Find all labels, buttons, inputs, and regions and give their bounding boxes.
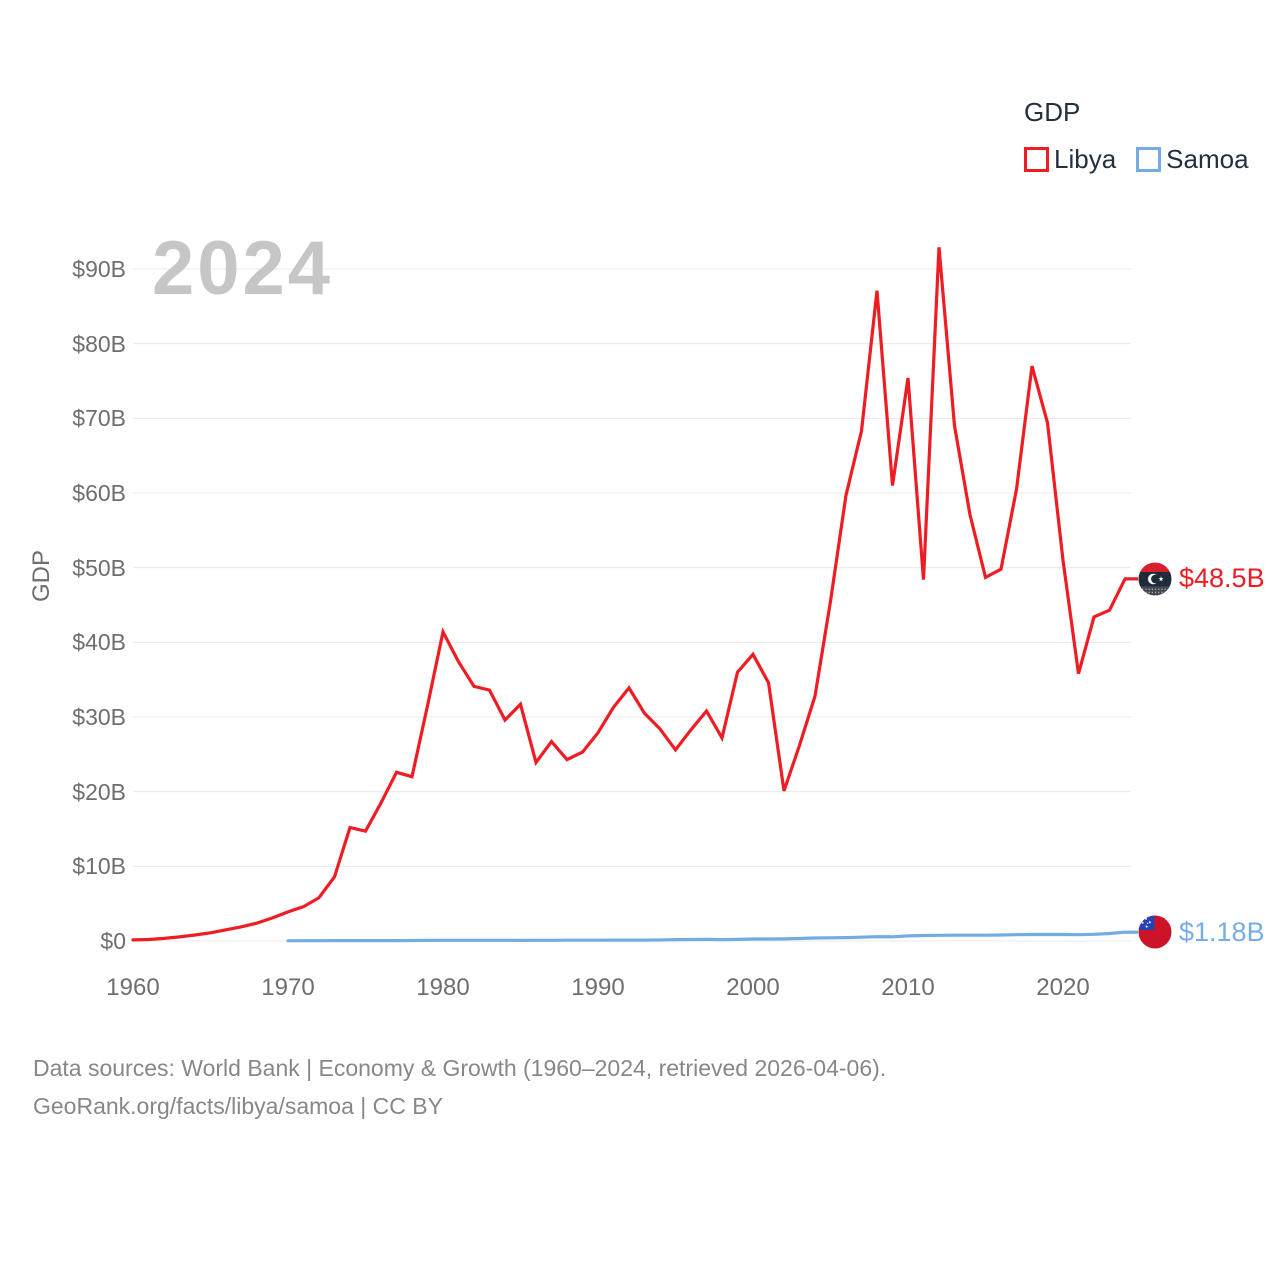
footer-attribution-line: GeoRank.org/facts/libya/samoa | CC BY <box>33 1093 443 1119</box>
y-tick-label: $30B <box>72 703 126 730</box>
x-tick-label: 1980 <box>416 974 470 1001</box>
x-tick-label: 2010 <box>881 974 935 1001</box>
legend-items: Libya Samoa <box>1024 144 1249 175</box>
legend-item-samoa[interactable]: Samoa <box>1136 144 1249 175</box>
year-watermark: 2024 <box>152 226 334 311</box>
libya-series-swatch-icon <box>1024 147 1049 172</box>
legend-item-libya[interactable]: Libya <box>1024 144 1116 175</box>
legend-item-label: Samoa <box>1166 144 1249 174</box>
y-tick-label: $70B <box>72 405 126 432</box>
footer: Data sources: World Bank | Economy & Gro… <box>33 1049 886 1125</box>
x-tick-label: 2000 <box>726 974 780 1001</box>
x-tick-label: 2020 <box>1036 974 1090 1001</box>
y-tick-label: $80B <box>72 330 126 357</box>
y-tick-label: $60B <box>72 479 126 506</box>
y-tick-label: $20B <box>72 778 126 805</box>
libya-end-value: $48.5B <box>1179 563 1265 594</box>
samoa-series-swatch-icon <box>1136 147 1162 172</box>
y-tick-label: $0 <box>100 928 126 954</box>
legend: GDP Libya Samoa <box>1024 97 1249 175</box>
x-tick-label: 1990 <box>571 974 625 1001</box>
y-tick-label: $10B <box>72 853 126 880</box>
footer-sources-line: Data sources: World Bank | Economy & Gro… <box>33 1055 887 1081</box>
libya-line <box>131 247 1127 942</box>
samoa-flag-icon <box>1138 915 1172 949</box>
x-tick-label: 1960 <box>106 974 160 1001</box>
samoa-line <box>286 930 1127 943</box>
samoa-end-value: $1.18B <box>1179 916 1265 947</box>
x-tick-label: 1970 <box>261 974 315 1001</box>
legend-title: GDP <box>1024 97 1081 127</box>
libya-end-label: $48.5B <box>1138 562 1265 596</box>
y-tick-label: $90B <box>72 255 126 282</box>
samoa-end-label: $1.18B <box>1138 915 1265 949</box>
y-tick-label: $50B <box>72 554 126 581</box>
libya-flag-icon <box>1138 562 1172 596</box>
legend-item-label: Libya <box>1054 144 1117 174</box>
y-tick-label: $40B <box>72 629 126 656</box>
